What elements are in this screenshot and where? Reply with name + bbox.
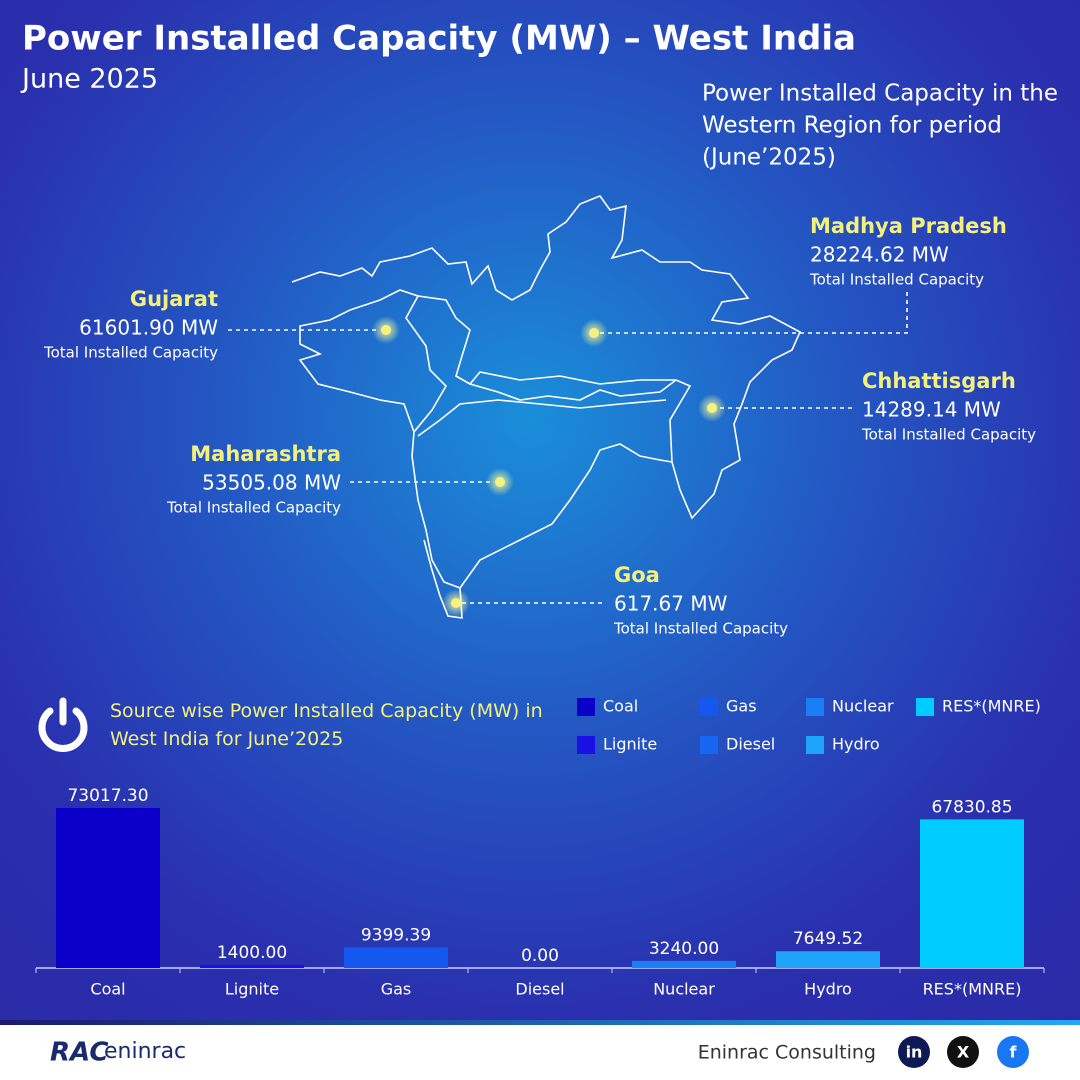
state-note: Total Installed Capacity [861, 426, 1036, 444]
description: Power Installed Capacity in the [702, 81, 1058, 107]
state-note: Total Installed Capacity [166, 499, 341, 517]
state-capacity: 28224.62 MW [810, 243, 949, 267]
chart-title: Source wise Power Installed Capacity (MW… [110, 700, 543, 750]
legend-label: Nuclear [832, 697, 894, 716]
state-capacity: 14289.14 MW [862, 398, 1001, 422]
leader-line [600, 292, 908, 334]
legend-label: Diesel [726, 735, 775, 754]
map-dots [372, 316, 726, 617]
x-tick-label: RES*(MNRE) [923, 980, 1022, 999]
state-note: Total Installed Capacity [613, 620, 788, 638]
state-capacity: 53505.08 MW [202, 471, 341, 495]
power-icon [38, 697, 88, 752]
logo: RAC [50, 1038, 108, 1068]
x-tick-label: Diesel [515, 980, 564, 999]
legend-swatch [577, 736, 595, 754]
description: (June’2025) [702, 145, 836, 171]
state-note: Total Installed Capacity [809, 271, 984, 289]
bar [776, 951, 880, 968]
legend-swatch [700, 736, 718, 754]
bar [344, 947, 448, 968]
state-name: Maharashtra [190, 442, 341, 466]
bar [56, 808, 160, 968]
bar [920, 819, 1024, 968]
value-label: 73017.30 [67, 786, 148, 806]
value-label: 67830.85 [931, 797, 1012, 817]
map [291, 195, 802, 619]
legend-swatch [916, 698, 934, 716]
legend-swatch [700, 698, 718, 716]
state-name: Chhattisgarh [862, 369, 1016, 393]
state-name: Goa [614, 563, 660, 587]
bar [200, 964, 304, 968]
social-icon[interactable]: X [957, 1043, 970, 1062]
legend-swatch [806, 736, 824, 754]
x-tick-label: Gas [381, 980, 412, 999]
legend-label: Lignite [603, 735, 657, 754]
state-capacity: 617.67 MW [614, 592, 728, 616]
x-tick-label: Lignite [225, 980, 279, 999]
value-label: 9399.39 [361, 925, 431, 945]
bar [632, 960, 736, 968]
state-note: Total Installed Capacity [43, 344, 218, 362]
value-label: 7649.52 [793, 929, 863, 949]
x-tick-label: Coal [90, 980, 125, 999]
value-label: 0.00 [521, 946, 559, 966]
description: Western Region for period [702, 113, 1002, 139]
value-label: 3240.00 [649, 939, 719, 959]
social-icon[interactable]: f [1010, 1043, 1018, 1062]
state-capacity: 61601.90 MW [79, 316, 218, 340]
legend-label: Hydro [832, 735, 880, 754]
value-label: 1400.00 [217, 943, 287, 963]
social-icon[interactable]: in [906, 1043, 923, 1062]
legend-label: RES*(MNRE) [942, 697, 1041, 716]
title: Power Installed Capacity (MW) – West Ind… [22, 19, 856, 59]
state-name: Madhya Pradesh [810, 214, 1007, 238]
x-tick-label: Hydro [804, 980, 852, 999]
subtitle: June 2025 [20, 64, 158, 95]
legend-swatch [806, 698, 824, 716]
legend-label: Coal [603, 697, 638, 716]
logo: eninrac [104, 1039, 186, 1064]
x-tick-label: Nuclear [653, 980, 715, 999]
company: Eninrac Consulting [698, 1042, 876, 1064]
state-name: Gujarat [130, 287, 218, 311]
legend-swatch [577, 698, 595, 716]
legend-label: Gas [726, 697, 757, 716]
